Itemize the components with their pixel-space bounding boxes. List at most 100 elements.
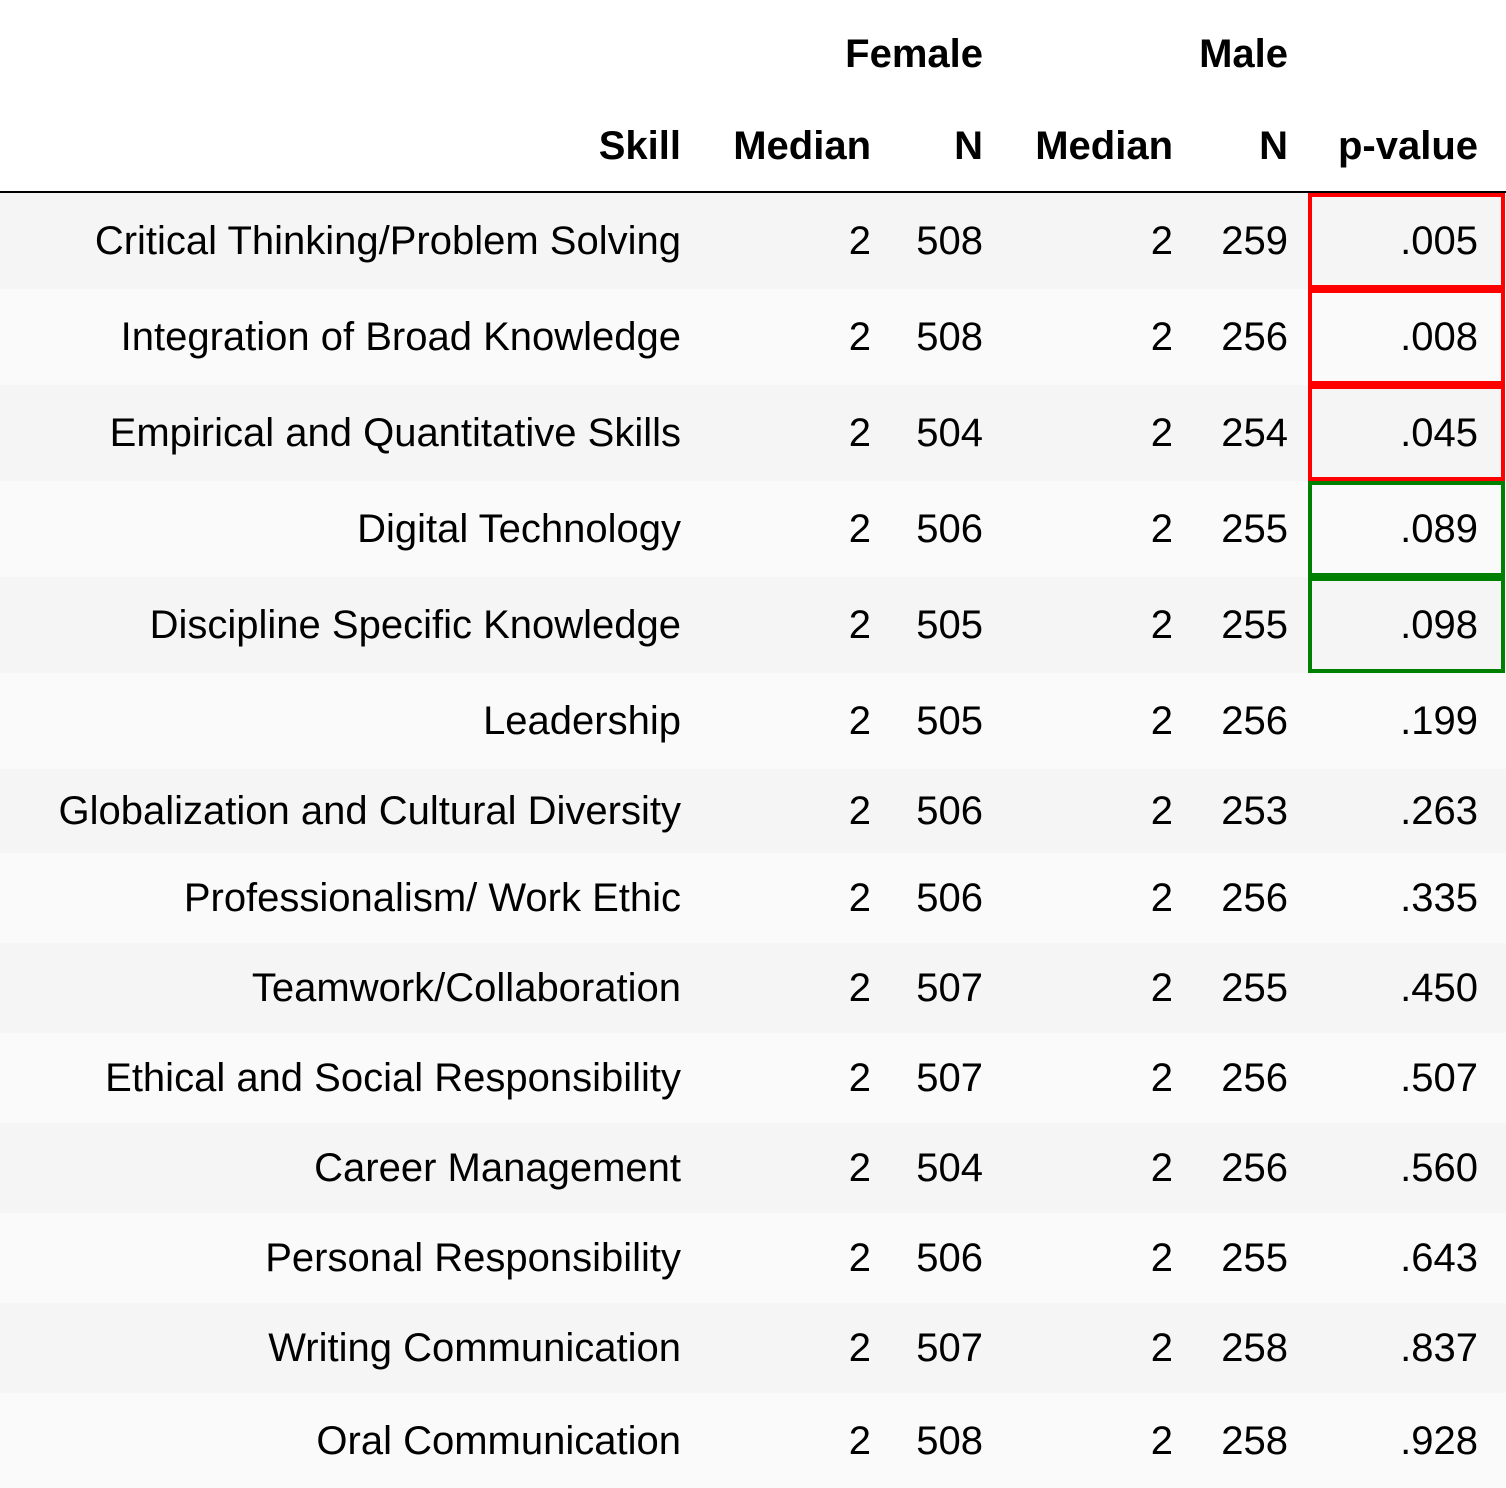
skill-cell: Leadership — [483, 699, 681, 743]
female-median-cell: 2 — [848, 1326, 871, 1370]
table-row: Critical Thinking/Problem Solving 2 508 2 25… — [0, 193, 1506, 289]
female-median-cell: 2 — [848, 876, 871, 920]
male-median-cell: 2 — [1150, 966, 1173, 1010]
male-median-cell: 2 — [1150, 789, 1173, 833]
female-n-cell: 505 — [916, 699, 983, 743]
female-n-cell: 504 — [916, 1146, 983, 1190]
male-n-cell: 259 — [1221, 219, 1288, 263]
female-n-cell: 506 — [916, 876, 983, 920]
female-median-cell: 2 — [848, 966, 871, 1010]
skill-cell: Personal Responsibility — [265, 1236, 681, 1280]
p-value-cell: .199 — [1400, 699, 1478, 743]
p-value-cell: .263 — [1400, 789, 1478, 833]
male-n-cell: 256 — [1221, 699, 1288, 743]
female-n-cell: 507 — [916, 1326, 983, 1370]
male-n-cell: 256 — [1221, 876, 1288, 920]
female-n-cell: 506 — [916, 507, 983, 551]
table-row: Integration of Broad Knowledge 2 508 2 256 .0… — [0, 289, 1506, 385]
table-row: Writing Communication 2 507 2 258 .837 — [0, 1303, 1506, 1393]
female-n-cell: 508 — [916, 315, 983, 359]
skill-cell: Digital Technology — [357, 507, 681, 551]
female-median-cell: 2 — [848, 699, 871, 743]
female-median-cell: 2 — [848, 411, 871, 455]
table-row: Discipline Specific Knowledge 2 505 2 255 .09… — [0, 577, 1506, 673]
p-value-cell: .507 — [1400, 1056, 1478, 1100]
skill-cell: Ethical and Social Responsibility — [105, 1056, 681, 1100]
male-n-cell: 258 — [1221, 1419, 1288, 1463]
p-value-cell: .008 — [1400, 315, 1478, 359]
skill-cell: Writing Communication — [268, 1326, 681, 1370]
skill-cell: Career Management — [314, 1146, 681, 1190]
female-n-cell: 507 — [916, 1056, 983, 1100]
male-n-cell: 255 — [1221, 1236, 1288, 1280]
male-median-cell: 2 — [1150, 876, 1173, 920]
female-median-cell: 2 — [848, 219, 871, 263]
table-row: Personal Responsibility 2 506 2 255 .643 — [0, 1213, 1506, 1303]
male-median-cell: 2 — [1150, 1146, 1173, 1190]
p-value-cell: .450 — [1400, 966, 1478, 1010]
female-n-cell: 507 — [916, 966, 983, 1010]
male-n-cell: 254 — [1221, 411, 1288, 455]
table-row: Leadership 2 505 2 256 .199 — [0, 673, 1506, 769]
female-median-cell: 2 — [848, 603, 871, 647]
male-median-cell: 2 — [1150, 315, 1173, 359]
table-row: Professionalism/ Work Ethic 2 506 2 256 .335 — [0, 853, 1506, 943]
male-median-cell: 2 — [1150, 1419, 1173, 1463]
table-row: Ethical and Social Responsibility 2 507 2 25… — [0, 1033, 1506, 1123]
male-n-cell: 256 — [1221, 315, 1288, 359]
table-row: Career Management 2 504 2 256 .560 — [0, 1123, 1506, 1213]
male-n-cell: 253 — [1221, 789, 1288, 833]
header-female-median: Median — [733, 124, 871, 168]
p-value-cell: .045 — [1400, 411, 1478, 455]
female-median-cell: 2 — [848, 1236, 871, 1280]
male-n-cell: 256 — [1221, 1056, 1288, 1100]
header-skill: Skill — [598, 124, 681, 168]
male-median-cell: 2 — [1150, 1326, 1173, 1370]
header-p-value: p-value — [1337, 124, 1478, 168]
header-group-male: Male — [1199, 32, 1288, 76]
table-row: Globalization and Cultural Diversity 2 506… — [0, 769, 1506, 853]
female-median-cell: 2 — [848, 1146, 871, 1190]
skill-cell: Teamwork/Collaboration — [251, 966, 681, 1010]
p-value-cell: .928 — [1400, 1419, 1478, 1463]
female-median-cell: 2 — [848, 1419, 871, 1463]
female-n-cell: 504 — [916, 411, 983, 455]
male-n-cell: 256 — [1221, 1146, 1288, 1190]
skill-cell: Empirical and Quantitative Skills — [109, 411, 681, 455]
female-n-cell: 508 — [916, 219, 983, 263]
p-value-cell: .089 — [1400, 507, 1478, 551]
table-row: Teamwork/Collaboration 2 507 2 255 .450 — [0, 943, 1506, 1033]
female-median-cell: 2 — [848, 1056, 871, 1100]
p-value-cell: .335 — [1400, 876, 1478, 920]
header-male-n: N — [1259, 124, 1288, 168]
female-n-cell: 508 — [916, 1419, 983, 1463]
header-divider — [0, 191, 1506, 193]
male-median-cell: 2 — [1150, 603, 1173, 647]
male-median-cell: 2 — [1150, 1056, 1173, 1100]
female-n-cell: 506 — [916, 789, 983, 833]
skill-cell: Discipline Specific Knowledge — [149, 603, 681, 647]
table-row: Empirical and Quantitative Skills 2 504 2 25… — [0, 385, 1506, 481]
male-n-cell: 255 — [1221, 507, 1288, 551]
female-median-cell: 2 — [848, 315, 871, 359]
header-male-median: Median — [1035, 124, 1173, 168]
skill-cell: Critical Thinking/Problem Solving — [94, 219, 681, 263]
skill-cell: Integration of Broad Knowledge — [120, 315, 681, 359]
female-median-cell: 2 — [848, 789, 871, 833]
p-value-cell: .837 — [1400, 1326, 1478, 1370]
female-n-cell: 506 — [916, 1236, 983, 1280]
male-median-cell: 2 — [1150, 411, 1173, 455]
male-n-cell: 255 — [1221, 966, 1288, 1010]
header-group-female: Female — [845, 32, 983, 76]
male-median-cell: 2 — [1150, 1236, 1173, 1280]
male-median-cell: 2 — [1150, 507, 1173, 551]
female-n-cell: 505 — [916, 603, 983, 647]
skill-cell: Professionalism/ Work Ethic — [183, 876, 681, 920]
skill-cell: Oral Communication — [316, 1419, 681, 1463]
header-female-n: N — [954, 124, 983, 168]
table-row: Digital Technology 2 506 2 255 .089 — [0, 481, 1506, 577]
female-median-cell: 2 — [848, 507, 871, 551]
p-value-cell: .560 — [1400, 1146, 1478, 1190]
p-value-cell: .643 — [1400, 1236, 1478, 1280]
